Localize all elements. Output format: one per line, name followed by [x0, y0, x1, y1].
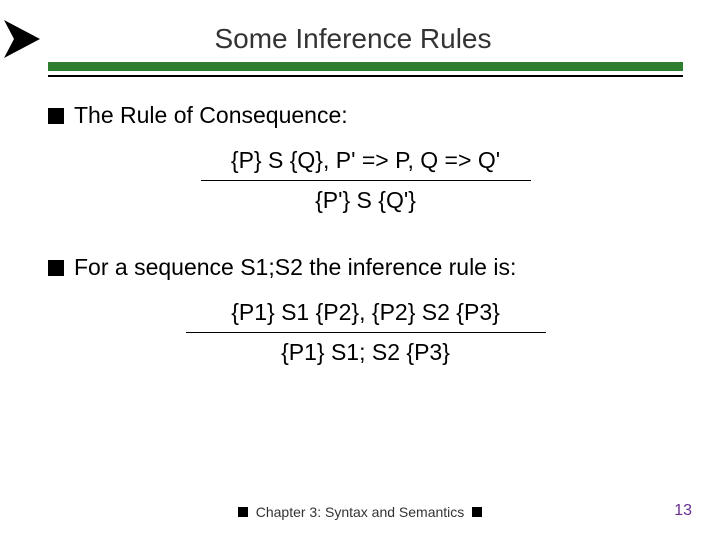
bullet-text: For a sequence S1;S2 the inference rule …: [74, 254, 516, 281]
slide-footer: Chapter 3: Syntax and Semantics: [0, 504, 720, 520]
bullet-item: For a sequence S1;S2 the inference rule …: [48, 254, 683, 281]
inference-rule: {P} S {Q}, P' => P, Q => Q' {P'} S {Q'}: [48, 147, 683, 214]
slide-title: Some Inference Rules: [46, 23, 720, 55]
inference-rule: {P1} S1 {P2}, {P2} S2 {P3} {P1} S1; S2 {…: [48, 299, 683, 366]
rule-conclusion: {P1} S1; S2 {P3}: [281, 337, 450, 366]
footer-text: Chapter 3: Syntax and Semantics: [256, 504, 465, 520]
title-underline-thick: [48, 62, 683, 71]
bullet-text: The Rule of Consequence:: [74, 102, 348, 129]
rule-premise: {P1} S1 {P2}, {P2} S2 {P3}: [225, 299, 506, 330]
bullet-item: The Rule of Consequence:: [48, 102, 683, 129]
footer-square-icon: [472, 507, 482, 517]
rule-conclusion: {P'} S {Q'}: [315, 185, 416, 214]
page-number: 13: [674, 502, 692, 520]
bullet-square-icon: [48, 260, 64, 276]
rule-divider: [186, 332, 546, 333]
rule-premise: {P} S {Q}, P' => P, Q => Q': [225, 147, 506, 178]
footer-square-icon: [238, 507, 248, 517]
left-arrowhead-icon: [0, 18, 46, 60]
bullet-square-icon: [48, 108, 64, 124]
title-underline-thin: [48, 75, 683, 77]
rule-divider: [201, 180, 531, 181]
